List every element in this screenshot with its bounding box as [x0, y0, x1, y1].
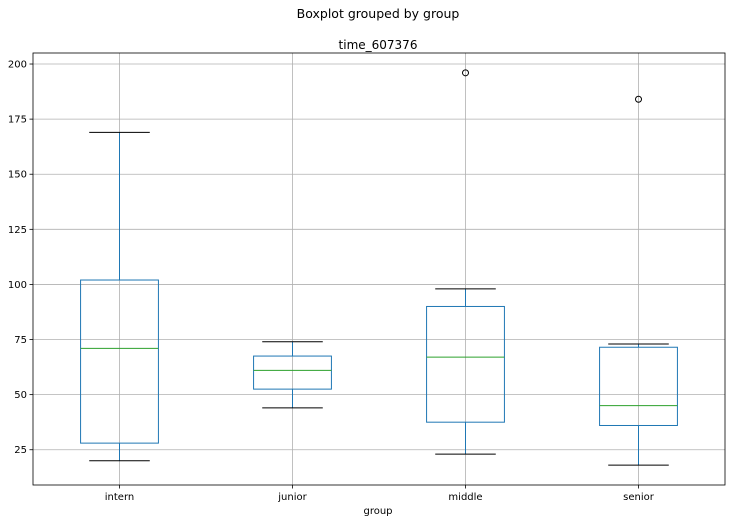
y-tick-label: 100 [8, 280, 27, 291]
figure-title: Boxplot grouped by group [297, 6, 460, 21]
box-senior [599, 95, 678, 466]
boxes [80, 69, 678, 466]
chart-title: time_607376 [339, 38, 418, 52]
plot-area [32, 52, 726, 486]
y-tick-label: 25 [14, 445, 27, 456]
box-intern [80, 131, 159, 462]
y-tick-label: 200 [8, 60, 27, 71]
iqr-box [80, 279, 159, 444]
y-tick-label: 150 [8, 170, 27, 181]
x-axis: intern junior middle senior [105, 485, 655, 503]
x-tick-label: middle [448, 492, 482, 503]
y-tick-label: 50 [14, 390, 27, 401]
x-tick-label: senior [623, 492, 655, 503]
y-tick-label: 125 [8, 225, 27, 236]
x-axis-label: group [363, 506, 392, 517]
iqr-box [426, 305, 505, 423]
outlier-point [635, 95, 642, 103]
x-tick-label: junior [277, 492, 307, 503]
box-middle [426, 69, 505, 455]
y-axis: 25 50 75 100 125 150 175 200 [8, 60, 33, 456]
y-tick-label: 75 [14, 335, 27, 346]
grid [33, 53, 725, 485]
x-tick-label: intern [105, 492, 134, 503]
iqr-box [599, 346, 678, 426]
outlier-point [462, 69, 469, 77]
y-tick-label: 175 [8, 115, 27, 126]
box-junior [253, 341, 332, 409]
iqr-box [253, 355, 332, 390]
